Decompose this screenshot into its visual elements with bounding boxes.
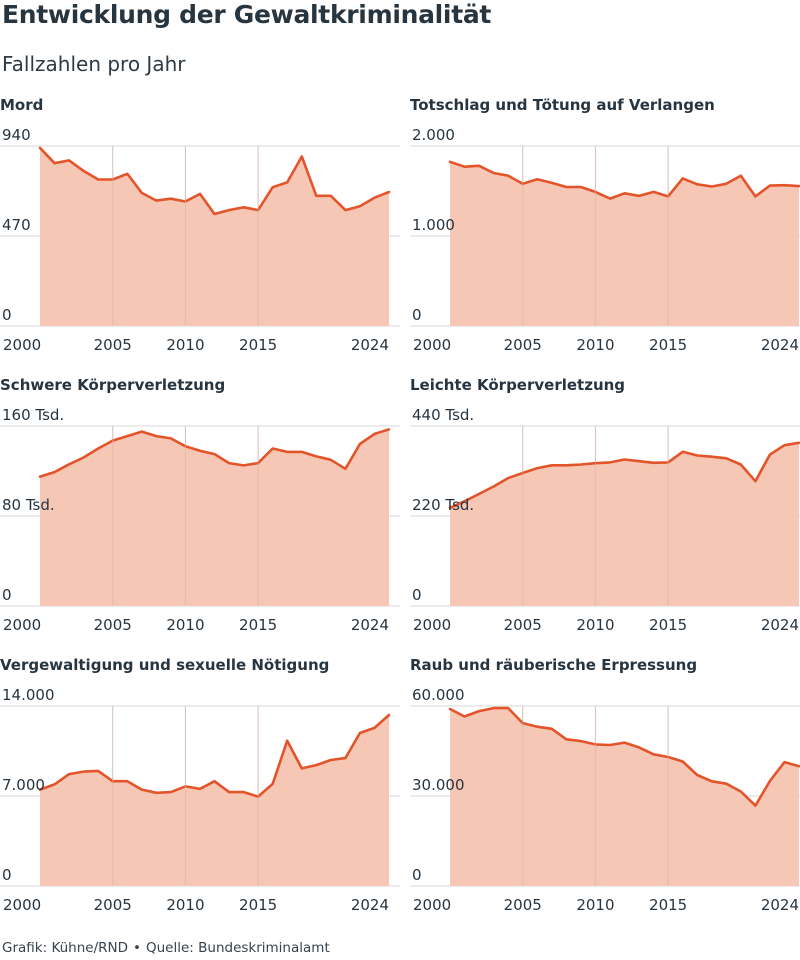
series-line (38, 428, 391, 478)
credit-separator: • (133, 940, 141, 956)
credit-line: Grafik: Kühne/RND • Quelle: Bundeskriminal… (2, 940, 330, 956)
y-tick-label: 0 (2, 866, 12, 884)
series-area (40, 147, 389, 326)
y-tick-label: 0 (412, 306, 422, 324)
x-tick-label: 2010 (166, 896, 204, 914)
y-tick-label: 7.000 (2, 776, 45, 794)
panel-leichte-koerperverletzung: Leichte Körperverletzung 0 220 Tsd. 440 Ts… (410, 376, 800, 656)
small-multiple-chart: 0 1.000 2.000 2000 2005 2010 2015 2024 (410, 126, 800, 354)
y-tick-label: 14.000 (2, 686, 55, 704)
x-tick-label: 2005 (94, 616, 132, 634)
x-tick-label: 2024 (761, 336, 799, 354)
series-area (40, 429, 389, 606)
panel-title: Leichte Körperverletzung (410, 376, 626, 394)
panel-mord: Mord 0 470 940 2000 2005 2010 2015 2024 (0, 96, 400, 376)
x-tick-label: 2000 (3, 896, 41, 914)
small-multiple-chart: 0 80 Tsd. 160 Tsd. 2000 2005 2010 2015 2024 (0, 406, 400, 634)
panel-schwere-koerperverletzung: Schwere Körperverletzung 0 80 Tsd. 160 Tsd… (0, 376, 400, 656)
x-tick-label: 2000 (3, 336, 41, 354)
x-tick-label: 2015 (649, 616, 687, 634)
x-tick-label: 2010 (576, 336, 614, 354)
y-tick-label: 160 Tsd. (2, 406, 64, 424)
panel-title: Schwere Körperverletzung (0, 376, 226, 394)
panel-title: Vergewaltigung und sexuelle Nötigung (0, 656, 330, 674)
panel-vergewaltigung: Vergewaltigung und sexuelle Nötigung 0 7.… (0, 656, 400, 936)
x-tick-label: 2005 (504, 616, 542, 634)
x-tick-label: 2024 (351, 896, 389, 914)
x-tick-label: 2010 (576, 616, 614, 634)
x-tick-label: 2024 (761, 896, 799, 914)
y-tick-label: 1.000 (412, 216, 455, 234)
chart-subtitle: Fallzahlen pro Jahr (2, 52, 186, 76)
panel-title: Mord (0, 96, 44, 114)
x-tick-label: 2005 (94, 336, 132, 354)
x-tick-label: 2010 (166, 616, 204, 634)
y-tick-label: 0 (412, 866, 422, 884)
y-tick-label: 940 (2, 126, 31, 144)
y-tick-label: 470 (2, 216, 31, 234)
x-tick-label: 2024 (351, 616, 389, 634)
series-line (448, 441, 800, 510)
series-area (450, 442, 799, 606)
x-tick-label: 2000 (413, 896, 451, 914)
y-tick-label: 0 (2, 306, 12, 324)
series-line (38, 146, 391, 216)
y-tick-label: 0 (412, 586, 422, 604)
series-area (450, 161, 799, 326)
x-tick-label: 2005 (504, 896, 542, 914)
x-tick-label: 2000 (413, 336, 451, 354)
y-tick-label: 0 (2, 586, 12, 604)
panel-raub: Raub und räuberische Erpressung 0 30.000 6… (410, 656, 800, 936)
panel-title: Raub und räuberische Erpressung (410, 656, 698, 674)
small-multiple-chart: 0 220 Tsd. 440 Tsd. 2000 2005 2010 2015 2024 (410, 406, 800, 634)
x-tick-label: 2015 (239, 896, 277, 914)
x-tick-label: 2015 (239, 336, 277, 354)
small-multiple-chart: 0 30.000 60.000 2000 2005 2010 2015 2024 (410, 686, 800, 914)
x-tick-label: 2024 (761, 616, 799, 634)
x-tick-label: 2010 (166, 336, 204, 354)
x-tick-label: 2005 (504, 336, 542, 354)
series-line (448, 160, 800, 200)
chart-title: Entwicklung der Gewaltkriminalität (2, 0, 492, 29)
x-tick-label: 2015 (649, 896, 687, 914)
small-multiple-chart: 0 470 940 2000 2005 2010 2015 2024 (0, 126, 400, 354)
series-line (448, 706, 800, 807)
y-tick-label: 220 Tsd. (412, 496, 474, 514)
panel-totschlag: Totschlag und Tötung auf Verlangen 0 1.00… (410, 96, 800, 376)
x-tick-label: 2010 (576, 896, 614, 914)
series-area (450, 708, 799, 886)
y-tick-label: 60.000 (412, 686, 465, 704)
series-area (40, 715, 389, 886)
y-tick-label: 440 Tsd. (412, 406, 474, 424)
y-tick-label: 80 Tsd. (2, 496, 55, 514)
x-tick-label: 2000 (413, 616, 451, 634)
x-tick-label: 2000 (3, 616, 41, 634)
credit-grafik: Grafik: Kühne/RND (2, 940, 129, 956)
y-tick-label: 2.000 (412, 126, 455, 144)
x-tick-label: 2024 (351, 336, 389, 354)
x-tick-label: 2015 (649, 336, 687, 354)
y-tick-label: 30.000 (412, 776, 465, 794)
x-tick-label: 2015 (239, 616, 277, 634)
credit-quelle: Quelle: Bundeskriminalamt (146, 940, 330, 956)
x-tick-label: 2005 (94, 896, 132, 914)
series-line (38, 713, 391, 798)
small-multiple-chart: 0 7.000 14.000 2000 2005 2010 2015 2024 (0, 686, 400, 914)
panel-title: Totschlag und Tötung auf Verlangen (410, 96, 715, 114)
